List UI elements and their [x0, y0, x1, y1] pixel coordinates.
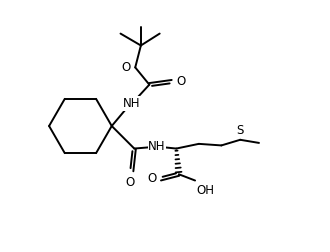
Text: S: S: [237, 124, 244, 137]
Text: O: O: [176, 75, 185, 88]
Text: NH: NH: [148, 140, 166, 153]
Text: OH: OH: [197, 184, 214, 197]
Text: O: O: [121, 61, 131, 74]
Text: NH: NH: [122, 97, 140, 110]
Text: O: O: [147, 172, 156, 185]
Text: O: O: [126, 176, 135, 189]
